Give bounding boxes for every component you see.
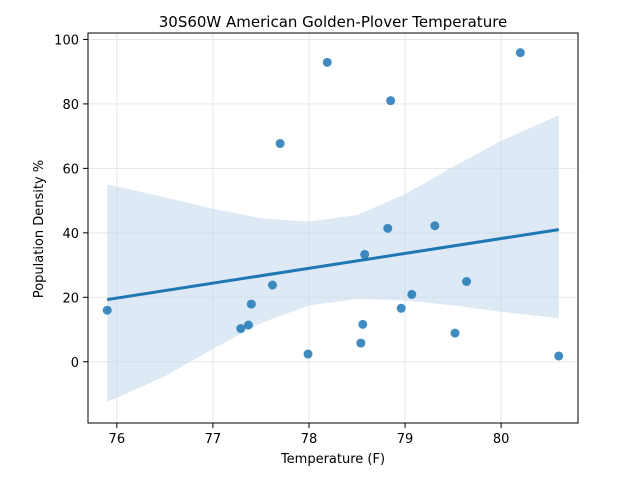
y-tick-label: 20 xyxy=(62,291,79,306)
y-axis-label: Population Density % xyxy=(32,160,47,298)
scatter-point xyxy=(102,305,112,315)
scatter-points xyxy=(102,48,564,361)
scatter-point xyxy=(303,349,313,359)
scatter-point xyxy=(243,320,253,330)
scatter-point xyxy=(358,319,368,329)
chart-title: 30S60W American Golden-Plover Temperatur… xyxy=(159,13,508,31)
x-axis-ticks: 76 77 78 79 80 xyxy=(109,423,510,447)
x-tick-label: 80 xyxy=(493,432,510,447)
scatter-point xyxy=(246,299,256,309)
y-axis-ticks: 0 20 40 60 80 100 xyxy=(54,33,88,371)
scatter-point xyxy=(275,139,285,149)
scatter-point xyxy=(386,96,396,106)
y-tick-label: 40 xyxy=(62,227,79,242)
scatter-point xyxy=(450,328,460,338)
scatter-point xyxy=(322,57,332,67)
regression-line xyxy=(106,228,560,302)
scatter-point xyxy=(462,277,472,287)
y-tick-label: 0 xyxy=(71,356,79,371)
scatter-point xyxy=(515,48,525,58)
scatter-point xyxy=(407,289,417,299)
scatter-point xyxy=(356,338,366,348)
scatter-point xyxy=(430,221,440,231)
scatter-point xyxy=(383,223,393,233)
y-tick-label: 100 xyxy=(54,33,79,48)
confidence-band xyxy=(107,115,559,402)
x-tick-label: 76 xyxy=(109,432,126,447)
x-tick-label: 78 xyxy=(301,432,318,447)
y-tick-label: 80 xyxy=(62,98,79,113)
x-tick-label: 77 xyxy=(205,432,222,447)
scatter-point xyxy=(267,280,277,290)
scatter-point xyxy=(360,249,370,259)
scatter-point xyxy=(236,324,246,334)
y-tick-label: 60 xyxy=(62,162,79,177)
scatter-point xyxy=(396,303,406,313)
x-axis-label: Temperature (F) xyxy=(280,452,385,467)
scatter-point xyxy=(554,351,564,361)
x-tick-label: 79 xyxy=(397,432,414,447)
plot-frame xyxy=(87,32,579,424)
